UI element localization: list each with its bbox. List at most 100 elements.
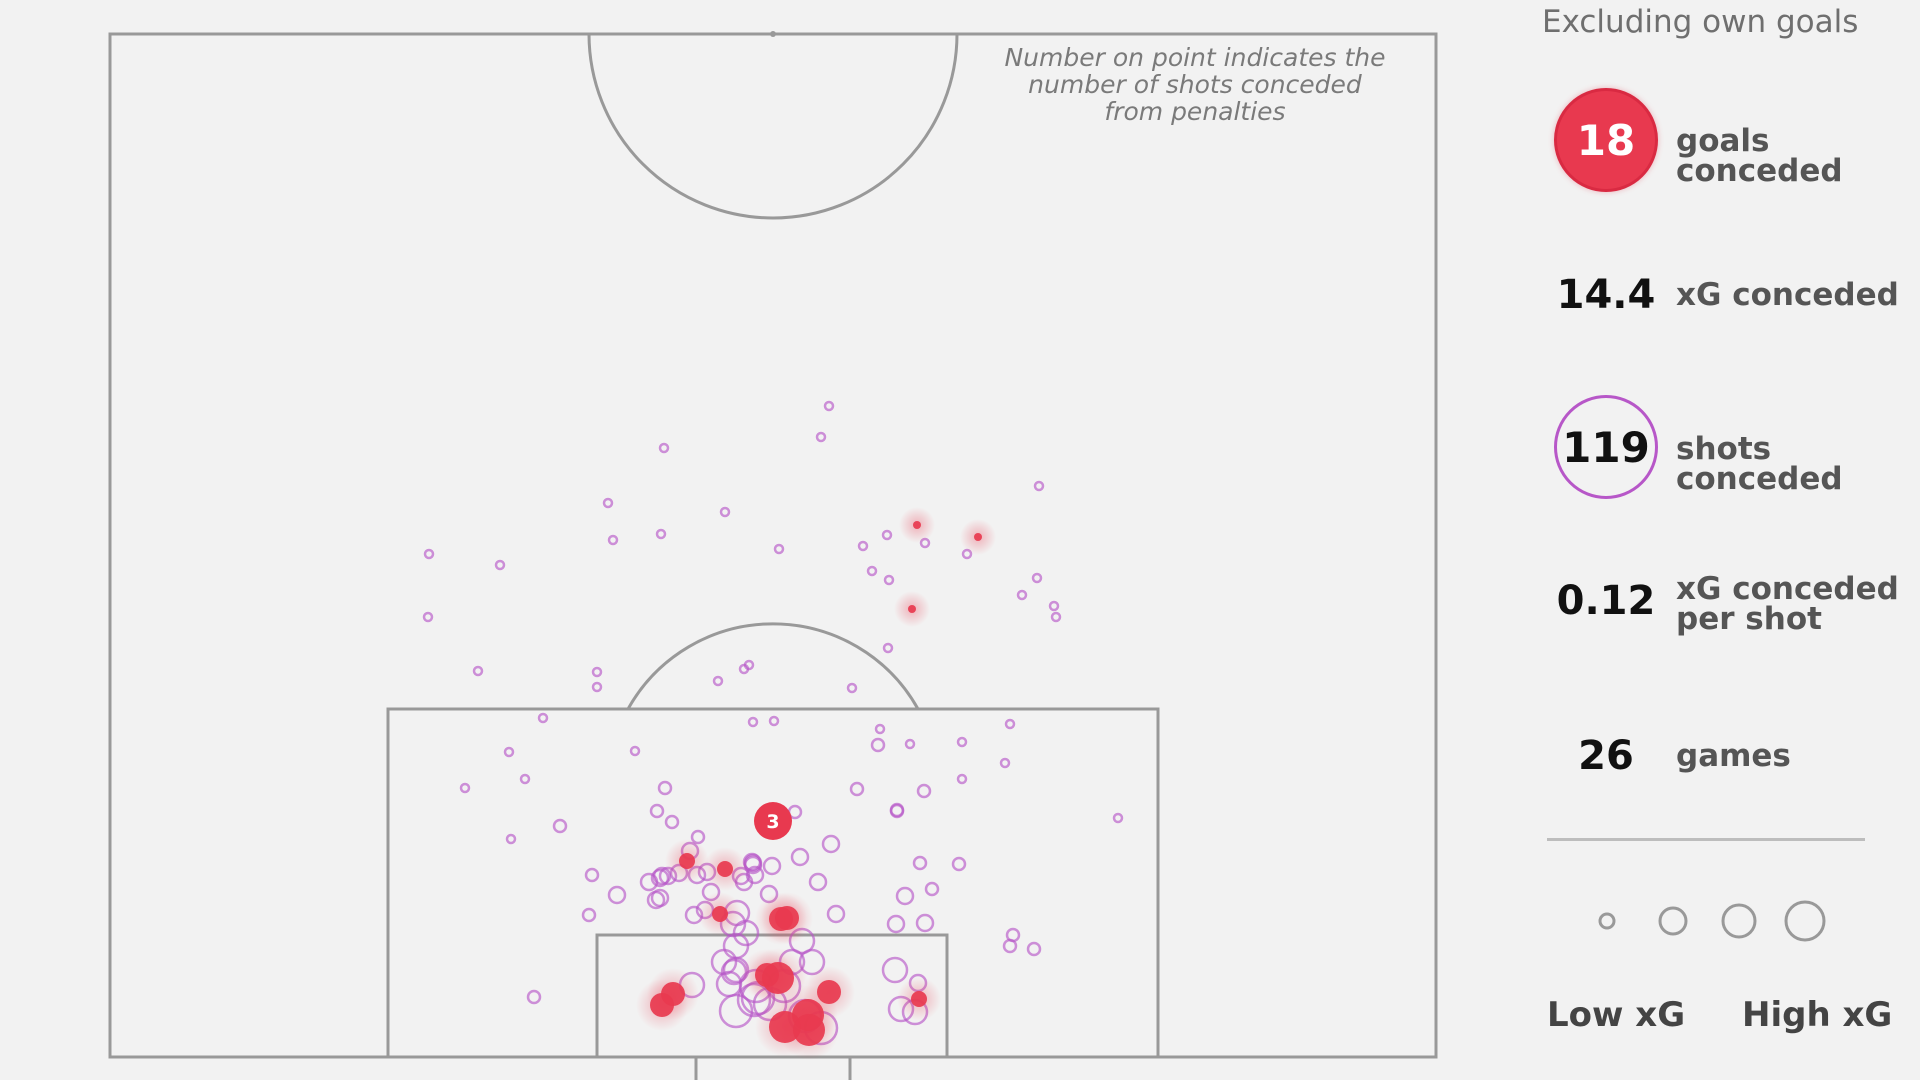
legend-circle-large [1721, 903, 1757, 939]
legend-circle-larger [1784, 900, 1826, 942]
legend-circle-small [1598, 912, 1616, 930]
shot-point [889, 802, 905, 818]
shot-point [956, 736, 968, 748]
shot-point [1026, 941, 1042, 957]
goal-point [717, 861, 733, 877]
shot-point [1050, 611, 1062, 623]
shot-point [870, 737, 886, 753]
goal-point [908, 605, 916, 613]
goal-point [679, 853, 695, 869]
shot-point [866, 565, 878, 577]
games-label: games [1676, 738, 1791, 774]
shot-point [815, 431, 827, 443]
shots-layer [422, 400, 1124, 1046]
shot-point [719, 506, 731, 518]
penalty-arc [626, 622, 920, 710]
penalty-note-line-1: Number on point indicates the [1004, 43, 1386, 72]
goal-point [913, 521, 921, 529]
goal-point [911, 991, 927, 1007]
shot-point [1031, 572, 1043, 584]
goal-point [650, 993, 674, 1017]
shot-point [1004, 718, 1016, 730]
xg-conceded-value: 14.4 [1556, 272, 1656, 318]
shot-point [650, 868, 670, 888]
shot-point [712, 675, 724, 687]
shot-point [956, 773, 968, 785]
shots-conceded-label: shots conceded [1676, 431, 1843, 497]
shot-point [584, 867, 600, 883]
shot-point [657, 780, 673, 796]
goal-point [712, 906, 728, 922]
xg-conceded-label: xG conceded [1676, 277, 1899, 313]
shot-point [655, 528, 667, 540]
shot-point [710, 948, 738, 976]
shot-point [591, 666, 603, 678]
shot-point [916, 783, 932, 799]
shot-point [895, 886, 915, 906]
shot-point [849, 781, 865, 797]
shot-point [602, 497, 614, 509]
shot-point [505, 833, 517, 845]
shot-point [664, 814, 680, 830]
shot-point [823, 400, 835, 412]
shot-point [904, 738, 916, 750]
panel-divider [1547, 838, 1865, 841]
legend-circle-medium [1658, 906, 1688, 936]
pitch-lines [108, 31, 1438, 1080]
shot-point [881, 956, 909, 984]
shot-point [629, 745, 641, 757]
shot-point [821, 834, 841, 854]
legend-low-xg: Low xG [1547, 995, 1686, 1035]
shot-point [762, 856, 782, 876]
goal-point [762, 962, 794, 994]
shot-point [881, 529, 893, 541]
shot-point [857, 540, 869, 552]
xg-per-shot-label-line-2: per shot [1676, 601, 1822, 637]
goal-point [817, 980, 841, 1004]
shot-point [649, 803, 665, 819]
goals-conceded-value: 18 [1554, 88, 1658, 192]
shot-point [886, 914, 906, 934]
goals-conceded-label: goals conceded [1676, 123, 1843, 189]
shot-point [999, 757, 1011, 769]
shot-point [1112, 812, 1124, 824]
shot-point [526, 989, 542, 1005]
penalty-note: Number on point indicates the number of … [960, 44, 1430, 125]
shot-point [494, 559, 506, 571]
xg-per-shot-label: xG conceded per shot [1676, 574, 1899, 637]
shot-point [459, 782, 471, 794]
goal-point [775, 906, 799, 930]
shot-point [826, 904, 846, 924]
xg-size-legend [1598, 900, 1826, 942]
legend-high-xg: High xG [1742, 995, 1893, 1035]
penalty-note-line-2: number of shots conceded [1028, 70, 1362, 99]
center-spot [770, 31, 776, 37]
shot-point [1002, 938, 1018, 954]
shot-point [924, 881, 940, 897]
shot-point [1033, 480, 1045, 492]
shot-point [883, 574, 895, 586]
shot-point [1048, 600, 1060, 612]
shot-point [882, 642, 894, 654]
shot-point [423, 548, 435, 560]
shot-point [607, 534, 619, 546]
games-value: 26 [1578, 733, 1634, 779]
shot-point [773, 543, 785, 555]
shot-point [846, 682, 858, 694]
shot-point [607, 885, 627, 905]
shot-point [552, 818, 568, 834]
goal-frame [694, 1057, 852, 1080]
shot-point [591, 681, 603, 693]
center-circle-arc [587, 33, 959, 220]
shot-point [658, 442, 670, 454]
shot-point [639, 872, 659, 892]
shot-point [537, 712, 549, 724]
shot-point [951, 856, 967, 872]
shots-conceded-value: 119 [1554, 395, 1658, 499]
shot-point [519, 773, 531, 785]
goal-point [974, 533, 982, 541]
penalty-note-line-3: from penalties [1104, 97, 1286, 126]
xg-per-shot-value: 0.12 [1556, 578, 1656, 624]
shot-point [915, 913, 935, 933]
